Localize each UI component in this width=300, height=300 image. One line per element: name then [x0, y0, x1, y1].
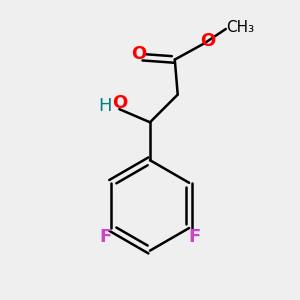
Text: O: O: [131, 45, 146, 63]
Text: H: H: [98, 97, 112, 115]
Text: O: O: [200, 32, 215, 50]
Text: O: O: [112, 94, 127, 112]
Text: F: F: [188, 228, 200, 246]
Text: CH₃: CH₃: [226, 20, 254, 35]
Text: F: F: [100, 228, 112, 246]
